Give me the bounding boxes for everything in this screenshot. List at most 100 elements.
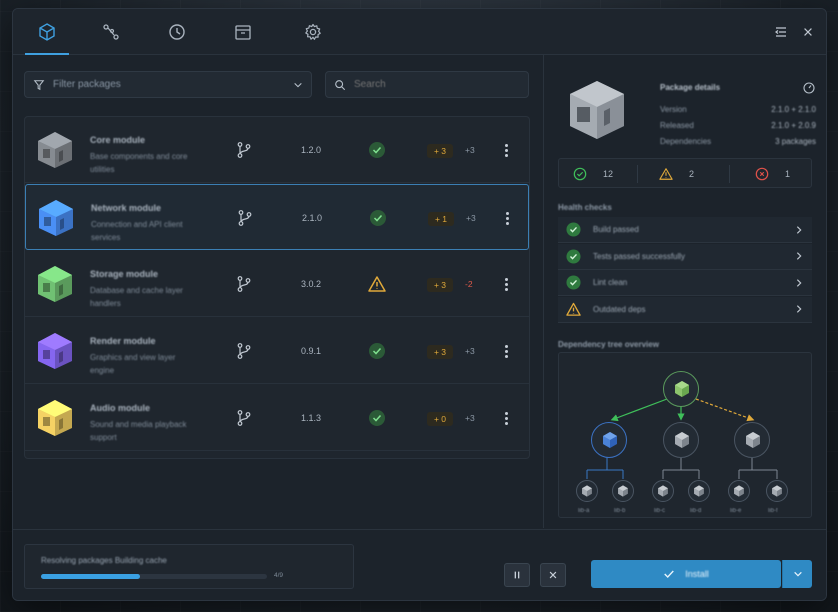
tree-leaf-node[interactable]: [652, 480, 674, 502]
ok-count: 12: [573, 166, 613, 182]
tree-leaf-label: lib-b: [614, 508, 626, 514]
health-check-row[interactable]: Tests passed successfully: [558, 243, 812, 270]
package-description-line: Base components and core: [90, 152, 188, 161]
filter-dropdown[interactable]: Filter packages: [24, 71, 312, 98]
more-options-button[interactable]: [501, 140, 511, 160]
package-cube-icon: [570, 81, 624, 139]
package-manager-window: Filter packages Core module Base compone…: [12, 8, 827, 601]
tab-archive[interactable]: [221, 9, 265, 55]
branch-icon[interactable]: [236, 209, 254, 227]
search-input[interactable]: [354, 79, 504, 90]
package-name: Render module: [90, 336, 156, 346]
tree-leaf-label: lib-c: [654, 508, 666, 514]
branch-icon[interactable]: [235, 141, 253, 159]
more-options-button[interactable]: [501, 274, 511, 294]
package-row[interactable]: Render module Graphics and view layer eng…: [25, 318, 529, 384]
tree-leaf-label: lib-e: [730, 508, 742, 514]
tree-leaf-label: lib-f: [768, 508, 778, 514]
gray-cube-icon: [675, 432, 689, 448]
package-status: [368, 342, 386, 360]
tab-packages[interactable]: [25, 9, 69, 55]
delta-count: +3: [465, 413, 475, 423]
gray-cube-icon: [746, 432, 760, 448]
package-cube-icon: [38, 266, 72, 302]
tree-leaf-node[interactable]: [728, 480, 750, 502]
package-description-line: engine: [90, 366, 115, 375]
detail-value-version: 2.1.0 + 2.1.0: [771, 105, 816, 114]
tab-history[interactable]: [155, 9, 199, 55]
detail-key-version: Version: [660, 105, 687, 114]
branch-icon[interactable]: [235, 342, 253, 360]
detail-value-dependencies: 3 packages: [775, 137, 816, 146]
package-version: 1.1.3: [300, 413, 322, 423]
install-button-label: Install: [685, 569, 709, 579]
package-row[interactable]: Network module Connection and API client…: [25, 184, 529, 250]
gray-cube-icon: [694, 485, 704, 497]
package-cube-icon: [38, 132, 72, 168]
health-check-label: Lint clean: [593, 278, 628, 287]
health-check-label: Build passed: [593, 225, 639, 234]
tree-node-network[interactable]: [591, 422, 627, 458]
close-button[interactable]: [799, 23, 817, 41]
branch-icon[interactable]: [235, 409, 253, 427]
dependency-tree: lib-a lib-b lib-c lib-d lib-e lib-f: [558, 352, 812, 518]
filter-icon: [33, 79, 45, 90]
package-description-line: Connection and API client: [91, 220, 183, 229]
tree-node-storage[interactable]: [734, 422, 770, 458]
tree-leaf-node[interactable]: [688, 480, 710, 502]
more-options-button[interactable]: [502, 208, 512, 228]
package-version: 0.9.1: [300, 346, 322, 356]
update-badge: + 3: [427, 144, 453, 158]
footer-bar: Resolving packages Building cache 4/9 In…: [13, 529, 826, 600]
panel-toggle-icon: [775, 27, 786, 37]
gear-icon: [305, 23, 321, 40]
package-row[interactable]: Storage module Database and cache layer h…: [25, 251, 529, 317]
warning-icon: [659, 168, 673, 180]
check-circle-icon: [566, 275, 581, 290]
package-description: Sound and media playback support: [90, 418, 210, 444]
chevron-down-icon: [793, 571, 802, 577]
chevron-right-icon: [796, 252, 802, 260]
install-button[interactable]: Install: [591, 560, 781, 588]
more-options-button[interactable]: [501, 341, 511, 361]
search-box[interactable]: [325, 71, 529, 98]
collapse-panel-button[interactable]: [772, 23, 790, 41]
archive-icon: [235, 25, 251, 40]
package-cube-icon: [38, 400, 72, 436]
tree-root-node[interactable]: [663, 371, 699, 407]
package-version: 1.2.0: [300, 145, 322, 155]
health-check-row[interactable]: Build passed: [558, 217, 812, 243]
health-check-row[interactable]: Outdated deps: [558, 296, 812, 323]
chevron-right-icon: [796, 225, 802, 234]
check-circle-icon: [370, 210, 386, 226]
package-row[interactable]: Audio module Sound and media playback sup…: [25, 385, 529, 451]
pause-button[interactable]: [504, 563, 530, 587]
branch-icon[interactable]: [235, 275, 253, 293]
update-badge: + 3: [427, 278, 453, 292]
package-description-line: Sound and media playback: [90, 420, 187, 429]
update-badge: + 0: [427, 412, 453, 426]
gray-cube-icon: [618, 485, 628, 497]
progress-count: 4/9: [274, 572, 284, 579]
tab-flow[interactable]: [89, 9, 133, 55]
tree-leaf-node[interactable]: [576, 480, 598, 502]
timer-icon: [803, 82, 815, 94]
health-check-row[interactable]: Lint clean: [558, 270, 812, 296]
package-detail-header: Package details Version 2.1.0 + 2.1.0 Re…: [558, 69, 816, 159]
package-row[interactable]: Core module Base components and core util…: [25, 117, 529, 183]
gray-cube-icon: [734, 485, 744, 497]
tree-leaf-node[interactable]: [766, 480, 788, 502]
progress-track: [41, 574, 267, 579]
tab-settings[interactable]: [291, 9, 335, 55]
tree-node-core[interactable]: [663, 422, 699, 458]
warning-icon: [368, 276, 386, 292]
package-description: Connection and API client services: [91, 218, 211, 244]
health-check-label: Outdated deps: [593, 304, 646, 314]
gray-cube-icon: [582, 485, 592, 497]
install-options-button[interactable]: [782, 560, 812, 588]
more-options-button[interactable]: [501, 408, 511, 428]
cancel-button[interactable]: [540, 563, 566, 587]
chevron-right-icon: [796, 278, 802, 287]
tree-leaf-node[interactable]: [612, 480, 634, 502]
warn-count: 2: [659, 166, 694, 182]
